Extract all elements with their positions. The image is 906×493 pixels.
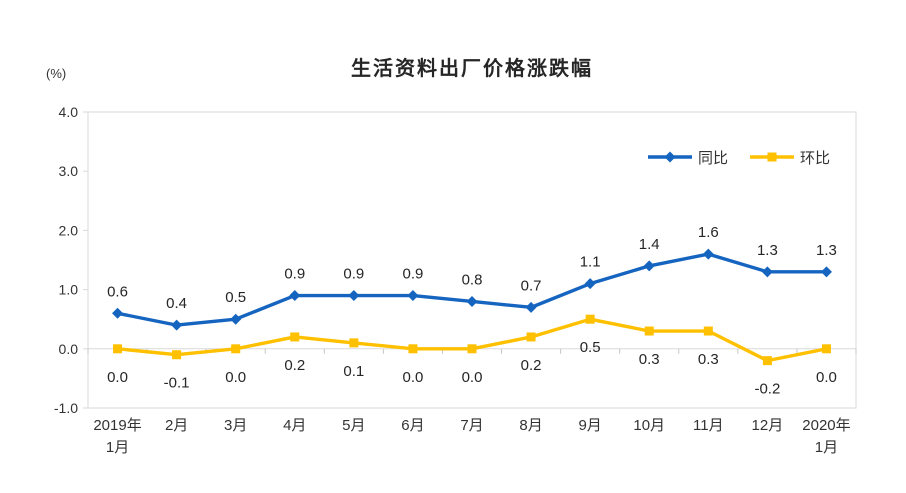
data-label-1: 0.0 xyxy=(462,369,483,386)
x-axis-label: 3月 xyxy=(224,417,247,434)
x-axis-label: 6月 xyxy=(401,417,424,434)
legend-label-0: 同比 xyxy=(698,150,728,167)
x-axis-label: 8月 xyxy=(519,417,542,434)
x-axis-label: 1月 xyxy=(106,439,129,456)
data-point-marker-0 xyxy=(348,290,360,302)
data-point-marker-1 xyxy=(349,338,359,348)
legend-marker-1 xyxy=(767,152,777,162)
y-axis-tick-label: 1.0 xyxy=(59,282,79,298)
data-label-0: 0.5 xyxy=(225,289,246,306)
data-point-marker-0 xyxy=(289,290,301,302)
data-label-0: 1.3 xyxy=(816,242,837,259)
data-label-0: 0.4 xyxy=(166,295,187,312)
data-point-marker-0 xyxy=(820,266,832,278)
data-label-1: 0.0 xyxy=(225,369,246,386)
data-label-1: 0.2 xyxy=(521,357,542,374)
data-point-marker-0 xyxy=(171,319,183,331)
data-label-0: 1.3 xyxy=(757,242,778,259)
data-point-marker-0 xyxy=(466,295,478,307)
data-point-marker-0 xyxy=(584,278,596,290)
x-axis-label: 11月 xyxy=(693,417,724,434)
x-axis-label: 2019年 xyxy=(93,417,141,434)
data-point-marker-0 xyxy=(761,266,773,278)
legend-label-1: 环比 xyxy=(800,150,830,167)
data-label-0: 0.9 xyxy=(402,266,423,283)
data-point-marker-1 xyxy=(290,332,300,342)
series-line-0 xyxy=(115,252,829,327)
y-axis-tick-label: 0.0 xyxy=(59,341,79,357)
data-point-marker-1 xyxy=(231,344,241,354)
data-point-marker-0 xyxy=(702,248,714,260)
data-label-1: 0.3 xyxy=(639,351,660,368)
data-label-1: -0.1 xyxy=(164,375,190,392)
data-label-0: 0.8 xyxy=(462,271,483,288)
x-axis-label: 1月 xyxy=(815,439,838,456)
data-label-1: 0.3 xyxy=(698,351,719,368)
data-point-marker-1 xyxy=(703,326,713,336)
data-label-1: 0.0 xyxy=(402,369,423,386)
data-label-0: 1.6 xyxy=(698,224,719,241)
data-label-1: 0.1 xyxy=(343,363,364,380)
data-point-marker-1 xyxy=(762,356,772,366)
data-point-marker-0 xyxy=(230,313,242,325)
data-label-0: 0.6 xyxy=(107,283,128,300)
y-axis-tick-label: -1.0 xyxy=(54,400,78,416)
y-axis-unit-label: (%) xyxy=(46,66,67,81)
data-label-0: 0.9 xyxy=(343,266,364,283)
y-axis-tick-label: 3.0 xyxy=(59,163,79,179)
y-axis-tick-label: 4.0 xyxy=(59,104,79,120)
data-label-0: 0.7 xyxy=(521,277,542,294)
data-label-0: 1.4 xyxy=(639,236,660,253)
data-point-marker-1 xyxy=(408,344,418,354)
plot-area-border xyxy=(87,111,857,409)
data-point-marker-1 xyxy=(113,344,123,354)
series-line-1 xyxy=(115,317,829,363)
data-label-0: 1.1 xyxy=(580,254,601,271)
data-label-1: 0.5 xyxy=(580,339,601,356)
x-axis-label: 2月 xyxy=(165,417,188,434)
data-point-marker-0 xyxy=(407,290,419,302)
x-axis-label: 2020年 xyxy=(802,417,850,434)
data-label-0: 0.9 xyxy=(284,266,305,283)
y-axis-tick-label: 2.0 xyxy=(59,222,79,238)
data-point-marker-0 xyxy=(643,260,655,272)
data-point-marker-1 xyxy=(172,350,182,360)
x-axis-label: 5月 xyxy=(342,417,365,434)
data-label-1: -0.2 xyxy=(754,381,780,398)
data-point-marker-0 xyxy=(112,307,124,319)
x-axis-label: 10月 xyxy=(633,417,665,434)
legend-marker-0 xyxy=(664,151,676,163)
data-point-marker-1 xyxy=(585,314,595,324)
data-point-marker-1 xyxy=(821,344,831,354)
data-label-1: 0.0 xyxy=(107,369,128,386)
data-point-marker-1 xyxy=(467,344,477,354)
data-point-marker-1 xyxy=(644,326,654,336)
data-point-marker-0 xyxy=(525,301,537,313)
x-axis-label: 4月 xyxy=(283,417,306,434)
x-axis-label: 9月 xyxy=(578,417,601,434)
data-point-marker-1 xyxy=(526,332,536,342)
data-label-1: 0.0 xyxy=(816,369,837,386)
x-axis-label: 12月 xyxy=(752,417,784,434)
data-label-1: 0.2 xyxy=(284,357,305,374)
chart-title: 生活资料出厂价格涨跌幅 xyxy=(351,58,593,80)
x-axis-label: 7月 xyxy=(460,417,483,434)
